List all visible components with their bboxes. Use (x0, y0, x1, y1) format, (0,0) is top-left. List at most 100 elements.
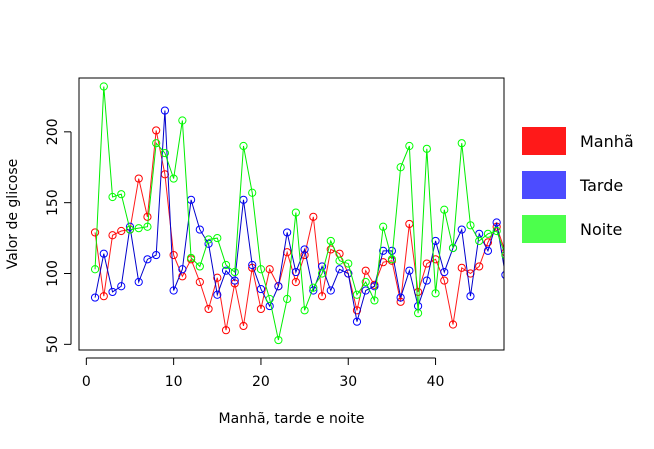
data-point-noite (186, 253, 196, 263)
y-axis-label: Valor de glicose (5, 159, 21, 270)
data-point-manha (239, 321, 248, 331)
data-point-manha (361, 266, 370, 275)
series-noite (90, 82, 504, 345)
data-point-manha (99, 292, 108, 301)
legend-swatch (522, 127, 566, 155)
data-point-manha (134, 174, 143, 183)
data-point-manha (317, 292, 327, 301)
legend: Manhã Tarde Noite (522, 127, 634, 243)
data-point-noite (169, 174, 178, 183)
data-point-tarde (134, 277, 143, 287)
data-point-manha (117, 226, 126, 236)
data-point-noite (440, 205, 449, 214)
data-point-manha (256, 304, 266, 314)
data-point-tarde (501, 271, 504, 279)
data-point-noite (370, 296, 379, 305)
data-point-tarde (90, 293, 100, 302)
x-tick-label: 10 (165, 374, 183, 390)
data-point-manha (396, 297, 405, 306)
data-point-noite (448, 243, 458, 253)
data-point-tarde (195, 225, 204, 234)
data-point-manha (143, 212, 152, 221)
series-layer (90, 82, 504, 345)
data-point-manha (169, 250, 178, 260)
data-point-noite (265, 294, 274, 304)
x-axis: 0 10 20 30 40 (82, 357, 445, 390)
data-point-noite (108, 192, 117, 202)
y-tick-label: 150 (45, 189, 61, 216)
data-point-tarde (117, 282, 126, 291)
data-point-noite (204, 235, 213, 244)
data-point-noite (501, 251, 504, 259)
data-point-tarde (335, 265, 344, 274)
data-point-noite (431, 289, 440, 298)
data-point-tarde (213, 290, 222, 299)
data-point-noite (483, 229, 493, 238)
data-point-noite (125, 225, 135, 234)
data-point-noite (457, 139, 466, 148)
data-point-tarde (370, 282, 379, 291)
data-point-noite (160, 148, 170, 158)
data-point-tarde (352, 317, 362, 326)
data-point-noite (379, 222, 388, 231)
x-tick-label: 20 (252, 374, 270, 390)
data-point-noite (335, 256, 344, 265)
series-line-manha (94, 130, 504, 331)
data-point-noite (492, 226, 501, 236)
data-point-manha (90, 228, 100, 237)
data-point-tarde (256, 284, 266, 294)
data-point-tarde (483, 246, 493, 255)
series-line-noite (94, 86, 504, 341)
data-point-noite (152, 139, 161, 148)
data-point-tarde (396, 293, 405, 302)
data-point-tarde (300, 245, 309, 254)
data-point-manha (291, 277, 300, 287)
legend-label: Manhã (580, 132, 634, 151)
data-point-tarde (379, 246, 388, 255)
data-point-manha (475, 262, 484, 271)
data-point-tarde (152, 250, 161, 260)
data-point-manha (265, 265, 274, 274)
data-point-tarde (291, 267, 300, 277)
data-point-noite (248, 188, 257, 197)
x-tick-label: 0 (82, 374, 91, 390)
data-point-noite (344, 259, 353, 268)
series-manha (90, 126, 504, 335)
data-point-noite (134, 224, 143, 233)
x-axis-label: Manhã, tarde e noite (219, 411, 365, 427)
x-tick-label: 40 (427, 374, 445, 390)
data-point-tarde (221, 266, 231, 275)
x-tick-label: 30 (339, 374, 357, 390)
data-point-manha (457, 263, 466, 272)
data-point-noite (256, 265, 266, 274)
data-point-noite (221, 260, 231, 270)
data-point-noite (300, 306, 309, 315)
data-point-tarde (125, 222, 135, 231)
data-point-tarde (440, 267, 449, 277)
data-point-tarde (326, 286, 335, 295)
data-point-tarde (283, 228, 292, 237)
data-point-tarde (169, 286, 178, 295)
data-point-tarde (99, 249, 108, 258)
data-point-tarde (160, 106, 170, 115)
y-tick-label: 200 (45, 118, 61, 145)
data-point-noite (387, 255, 397, 264)
data-point-manha (108, 231, 117, 240)
data-point-noite (309, 283, 318, 292)
data-point-tarde (248, 260, 257, 270)
data-point-tarde (405, 266, 414, 275)
data-point-noite (361, 277, 370, 287)
y-tick-label: 100 (45, 260, 61, 287)
data-point-manha (483, 238, 493, 247)
data-point-tarde (178, 265, 187, 274)
data-point-tarde (457, 225, 466, 234)
legend-swatch (522, 215, 566, 243)
data-point-tarde (274, 282, 283, 291)
legend-label: Noite (580, 220, 622, 239)
data-point-noite (405, 141, 414, 151)
data-point-noite (475, 236, 484, 246)
legend-label: Tarde (579, 176, 623, 195)
data-point-manha (440, 276, 449, 285)
y-axis: 50 100 150 200 (45, 118, 72, 353)
